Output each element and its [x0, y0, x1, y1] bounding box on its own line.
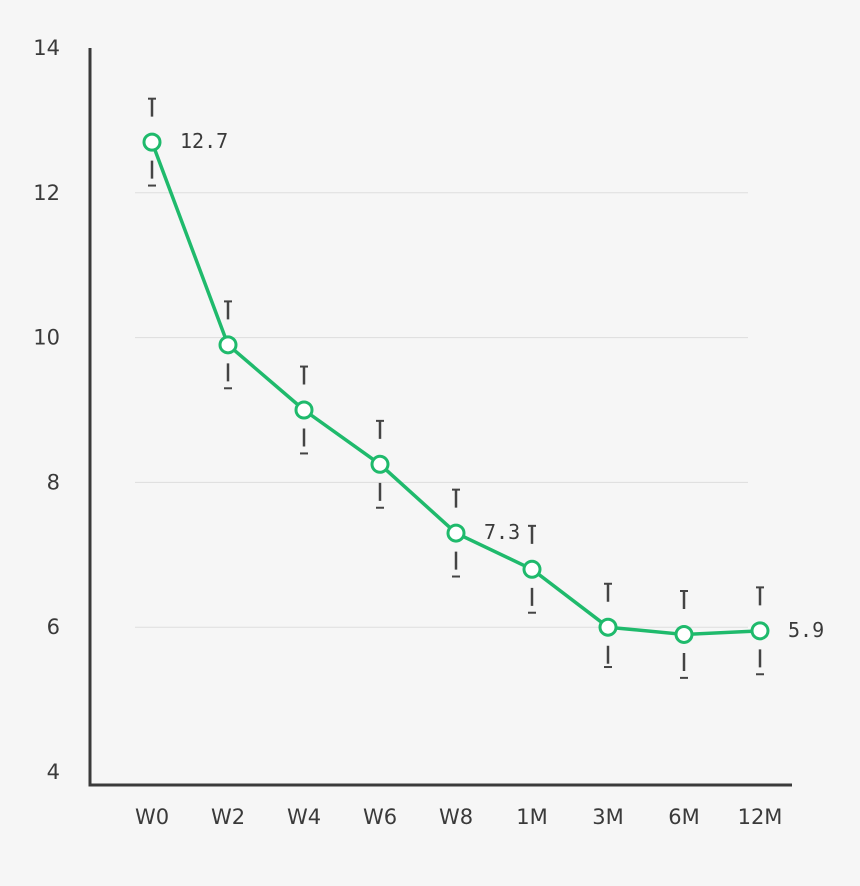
x-tick-label: 6M: [668, 805, 699, 829]
data-point: [674, 624, 694, 644]
x-tick-label: W2: [211, 805, 245, 829]
error-bar: [452, 488, 460, 578]
error-bar: [376, 419, 384, 509]
error-bar-layer: [148, 97, 764, 679]
error-bar: [680, 590, 688, 679]
data-label: 5.9: [788, 618, 824, 642]
data-point: [522, 559, 542, 579]
error-bar: [528, 524, 536, 614]
error-bar: [604, 582, 612, 669]
error-bar: [148, 97, 156, 187]
data-point: [218, 335, 238, 355]
data-label: 7.3: [484, 520, 520, 544]
error-bar: [224, 300, 232, 390]
data-point: [446, 523, 466, 543]
data-point: [370, 454, 390, 474]
y-tick-label: 6: [47, 615, 60, 639]
axis-layer: [88, 48, 792, 787]
x-tick-label: W6: [363, 805, 397, 829]
data-point: [750, 621, 770, 641]
data-label: 12.7: [180, 129, 228, 153]
x-tick-label: W0: [135, 805, 169, 829]
y-tick-label: 12: [33, 181, 60, 205]
data-label-layer: 12.7 7.3 5.9: [180, 129, 824, 642]
y-tick-label: 8: [47, 470, 60, 494]
x-tick-label: W4: [287, 805, 321, 829]
y-tick-label: 10: [33, 326, 60, 350]
grid-layer: [135, 192, 748, 628]
x-tick-label: 1M: [516, 805, 547, 829]
data-point: [598, 617, 618, 637]
x-tick-label: 3M: [592, 805, 623, 829]
x-tick-label: 12M: [738, 805, 783, 829]
data-point: [294, 400, 314, 420]
data-point-layer: [142, 132, 770, 644]
y-tick-label: 14: [33, 36, 60, 60]
x-tick-label: W8: [439, 805, 473, 829]
y-tick-label: 4: [47, 760, 60, 784]
tick-label-layer: 4 6 8 10 12 14 W0 W2 W4 W6 W8 1M 3M 6M 12M: [33, 36, 782, 829]
data-point: [142, 132, 162, 152]
error-bar: [300, 365, 308, 455]
error-bar: [756, 586, 764, 676]
